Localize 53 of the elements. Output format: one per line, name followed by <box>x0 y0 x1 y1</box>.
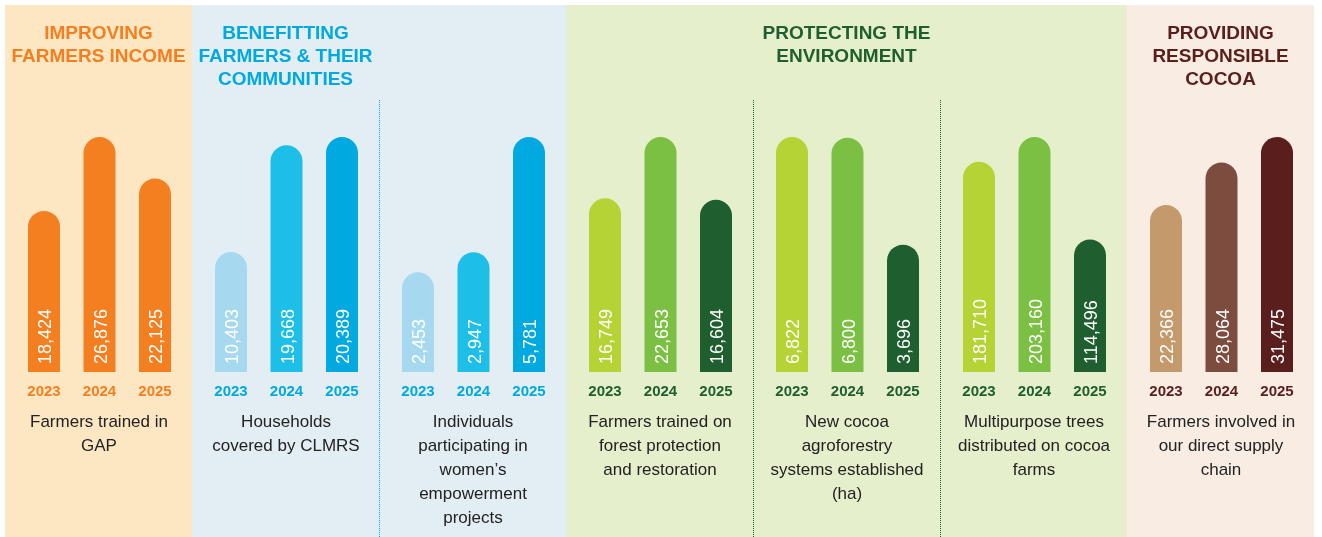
data-label: 181,710 <box>970 298 990 364</box>
x-tick-label: 2024 <box>456 382 491 399</box>
x-tick-label: 2025 <box>138 382 172 399</box>
x-tick-label: 2023 <box>775 382 809 399</box>
x-tick-label: 2025 <box>699 382 733 399</box>
data-label: 26,876 <box>90 308 111 364</box>
data-label: 3,696 <box>894 318 914 364</box>
x-tick-label: 2023 <box>962 382 996 399</box>
x-tick-label: 2024 <box>643 382 678 399</box>
x-tick-label: 2024 <box>82 382 117 399</box>
x-axis-title: Multipurpose trees distributed on cocoa farms <box>956 411 1112 481</box>
chart-title: BENEFITTING FARMERS & THEIR COMMUNITIES <box>197 21 374 91</box>
data-label: 28,064 <box>1212 308 1233 364</box>
data-label: 6,822 <box>783 318 803 364</box>
x-tick-label: 2025 <box>512 382 546 399</box>
x-tick-label: 2023 <box>401 382 435 399</box>
data-label: 18,424 <box>35 308 55 364</box>
data-label: 20,389 <box>333 308 353 364</box>
data-label: 10,403 <box>222 308 242 364</box>
x-tick-label: 2023 <box>1149 382 1183 399</box>
x-tick-label: 2024 <box>269 382 304 399</box>
x-tick-label: 2024 <box>1204 382 1239 399</box>
x-axis-title: Households covered by CLMRS <box>211 411 361 457</box>
data-label: 2,947 <box>464 318 485 364</box>
x-tick-label: 2025 <box>1260 382 1294 399</box>
x-axis-title: Farmers involved in our direct supply chain <box>1145 411 1297 481</box>
data-label: 114,496 <box>1081 300 1101 364</box>
x-axis-title: Individuals participating in women’s empowerment projects <box>417 411 529 529</box>
data-label: 22,366 <box>1157 308 1177 364</box>
x-axis-title: Farmers trained in GAP <box>29 411 169 457</box>
x-tick-label: 2024 <box>830 382 865 399</box>
data-label: 5,781 <box>520 318 540 364</box>
chart-title: PROVIDING RESPONSIBLE COCOA <box>1151 21 1290 91</box>
data-label: 2,453 <box>409 318 429 364</box>
data-label: 16,749 <box>596 308 616 364</box>
x-tick-label: 2025 <box>1073 382 1107 399</box>
data-label: 22,653 <box>651 308 672 364</box>
chart-title: PROTECTING THE ENVIRONMENT <box>761 21 932 68</box>
x-axis-title: New cocoa agroforestry systems established (ha) <box>769 411 925 505</box>
data-label: 6,800 <box>838 318 859 364</box>
data-label: 22,125 <box>146 308 166 364</box>
x-tick-label: 2025 <box>325 382 359 399</box>
data-label: 16,604 <box>707 308 727 364</box>
x-tick-label: 2023 <box>27 382 61 399</box>
chart-title: IMPROVING FARMERS INCOME <box>10 21 187 68</box>
data-label: 19,668 <box>277 308 298 364</box>
data-label: 203,160 <box>1025 298 1046 364</box>
x-tick-label: 2024 <box>1017 382 1052 399</box>
x-tick-label: 2023 <box>588 382 622 399</box>
x-tick-label: 2023 <box>214 382 248 399</box>
data-label: 31,475 <box>1268 308 1288 364</box>
x-axis-title: Farmers trained on forest protection and restoration <box>587 411 733 481</box>
x-tick-label: 2025 <box>886 382 920 399</box>
